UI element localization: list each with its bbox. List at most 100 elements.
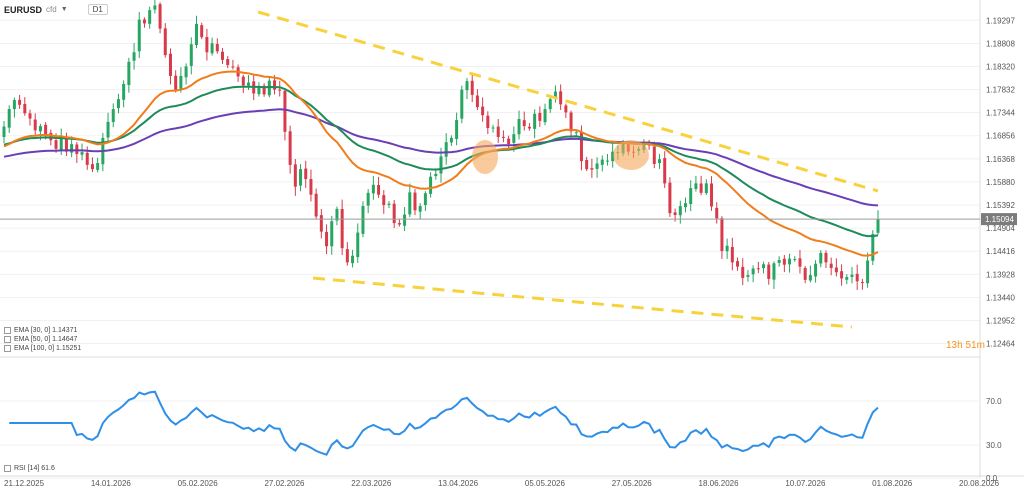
candle[interactable] xyxy=(496,126,500,137)
candle[interactable] xyxy=(590,168,594,170)
candle[interactable] xyxy=(564,105,568,113)
candle[interactable] xyxy=(814,263,818,277)
candle[interactable] xyxy=(293,164,297,187)
candle[interactable] xyxy=(382,195,386,206)
candle[interactable] xyxy=(860,282,864,284)
candle[interactable] xyxy=(273,80,277,90)
candle[interactable] xyxy=(782,258,786,265)
candle[interactable] xyxy=(184,66,188,78)
candle[interactable] xyxy=(455,119,459,139)
candle[interactable] xyxy=(226,59,230,66)
candle[interactable] xyxy=(465,81,469,91)
candle[interactable] xyxy=(819,252,823,264)
candle[interactable] xyxy=(866,260,870,284)
candle[interactable] xyxy=(574,132,578,134)
candle[interactable] xyxy=(548,99,552,110)
candle[interactable] xyxy=(418,206,422,212)
candle[interactable] xyxy=(501,136,505,138)
candle[interactable] xyxy=(221,51,224,60)
candle[interactable] xyxy=(28,113,32,119)
candle[interactable] xyxy=(663,158,667,184)
candle[interactable] xyxy=(330,221,334,247)
candle[interactable] xyxy=(600,159,604,165)
candle[interactable] xyxy=(793,259,797,261)
candle[interactable] xyxy=(12,100,16,110)
candle[interactable] xyxy=(262,85,266,95)
candle[interactable] xyxy=(340,208,344,249)
candle[interactable] xyxy=(148,10,152,24)
rsi-line[interactable] xyxy=(9,390,879,456)
candle[interactable] xyxy=(371,184,375,194)
candle[interactable] xyxy=(158,4,162,29)
candle[interactable] xyxy=(278,89,282,91)
candle[interactable] xyxy=(824,252,828,263)
candle[interactable] xyxy=(845,277,849,280)
candle[interactable] xyxy=(876,219,880,233)
candle[interactable] xyxy=(439,156,443,174)
ema100-line[interactable] xyxy=(3,108,879,207)
candle[interactable] xyxy=(803,268,807,280)
candle[interactable] xyxy=(413,192,417,211)
candle[interactable] xyxy=(174,75,178,90)
candle[interactable] xyxy=(673,212,677,216)
candle[interactable] xyxy=(345,249,349,263)
legend-ema50[interactable]: EMA [50, 0] 1.14647 xyxy=(4,335,81,344)
candle[interactable] xyxy=(512,134,516,143)
candle[interactable] xyxy=(283,90,287,132)
candle[interactable] xyxy=(64,138,68,152)
candle[interactable] xyxy=(85,152,89,165)
legend-visibility-icon[interactable] xyxy=(4,345,11,352)
candle[interactable] xyxy=(798,258,802,267)
legend-ema30[interactable]: EMA [30, 0] 1.14371 xyxy=(4,326,81,335)
candle[interactable] xyxy=(210,43,214,54)
candle[interactable] xyxy=(522,120,526,127)
candle[interactable] xyxy=(304,168,308,180)
candle[interactable] xyxy=(23,104,27,114)
candle[interactable] xyxy=(486,115,490,128)
candle[interactable] xyxy=(70,144,74,153)
candle[interactable] xyxy=(543,109,547,123)
candle[interactable] xyxy=(444,142,448,157)
candle[interactable] xyxy=(715,207,719,219)
candle[interactable] xyxy=(122,83,126,100)
candle[interactable] xyxy=(699,183,703,193)
candle[interactable] xyxy=(137,19,141,52)
candle[interactable] xyxy=(470,80,474,95)
candle[interactable] xyxy=(668,182,672,214)
candle[interactable] xyxy=(788,258,792,265)
rsi-legend[interactable]: RSI [14] 61.6 xyxy=(4,465,55,472)
candle[interactable] xyxy=(397,223,401,225)
candle[interactable] xyxy=(527,126,531,129)
candle[interactable] xyxy=(75,144,79,155)
candle[interactable] xyxy=(309,178,313,195)
candle[interactable] xyxy=(538,112,542,121)
candle[interactable] xyxy=(730,246,734,263)
candle[interactable] xyxy=(179,75,183,89)
candle[interactable] xyxy=(553,91,557,100)
timeframe-selector[interactable]: D1 xyxy=(87,4,108,15)
candle[interactable] xyxy=(855,273,859,282)
candle[interactable] xyxy=(33,119,37,131)
candle[interactable] xyxy=(533,113,537,129)
candle[interactable] xyxy=(517,118,521,135)
candle[interactable] xyxy=(361,206,365,234)
candle[interactable] xyxy=(392,203,396,224)
candle[interactable] xyxy=(132,52,136,61)
candle[interactable] xyxy=(767,264,771,279)
candle[interactable] xyxy=(829,263,833,269)
candle[interactable] xyxy=(678,206,682,216)
candle[interactable] xyxy=(772,263,776,280)
candle[interactable] xyxy=(96,162,100,170)
candle[interactable] xyxy=(736,261,740,267)
legend-visibility-icon[interactable] xyxy=(4,465,11,472)
candle[interactable] xyxy=(356,232,360,258)
candle[interactable] xyxy=(319,215,323,232)
candle[interactable] xyxy=(80,152,84,155)
candle[interactable] xyxy=(605,160,609,162)
candle[interactable] xyxy=(481,106,485,116)
candle[interactable] xyxy=(689,188,693,204)
candle[interactable] xyxy=(710,183,714,207)
candle[interactable] xyxy=(840,271,844,279)
candle[interactable] xyxy=(491,127,495,129)
candle[interactable] xyxy=(741,266,745,278)
